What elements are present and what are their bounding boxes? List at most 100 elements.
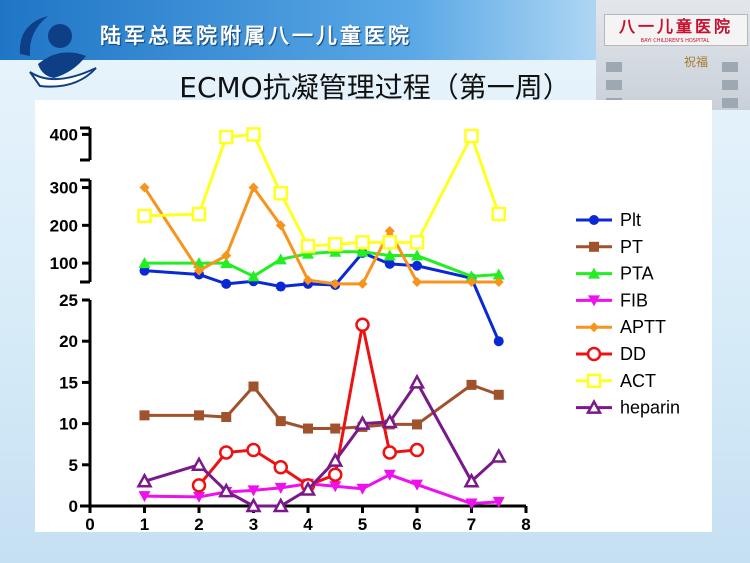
data-point-pt <box>194 410 204 421</box>
data-point-pta <box>411 249 423 261</box>
data-point-plt <box>275 281 286 292</box>
y-tick-label: 5 <box>69 456 78 475</box>
data-point-dd <box>246 442 261 458</box>
data-point-fib <box>193 491 205 503</box>
hospital-name: 陆军总医院附属八一儿童医院 <box>100 24 412 48</box>
data-point-pt <box>221 412 232 423</box>
data-point-pt <box>466 379 477 390</box>
data-point-fib <box>274 482 287 494</box>
data-point-aptt <box>412 277 422 287</box>
x-tick-label: 7 <box>467 515 476 532</box>
series-line-aptt <box>143 186 499 286</box>
data-point-act <box>191 206 207 222</box>
data-point-plt <box>384 258 395 269</box>
x-tick-label: 3 <box>249 515 258 532</box>
building-window <box>606 62 622 72</box>
building-calligraphy: 祝福 <box>683 55 708 69</box>
data-point-aptt <box>194 265 204 276</box>
data-point-aptt <box>275 220 286 231</box>
legend-marker-heparin <box>585 398 603 414</box>
x-tick-label: 4 <box>303 515 313 532</box>
data-point-fib <box>465 498 478 510</box>
data-point-fib <box>138 491 151 503</box>
data-point-fib <box>356 483 369 495</box>
data-point-pta <box>356 245 369 257</box>
x-tick-label: 1 <box>140 515 149 532</box>
data-point-aptt <box>493 277 504 287</box>
data-point-heparin <box>136 472 153 488</box>
x-tick-label: 8 <box>521 515 530 532</box>
building-window <box>722 62 738 72</box>
data-point-pta <box>383 249 396 261</box>
data-point-aptt <box>139 182 150 193</box>
data-point-fib <box>383 469 396 481</box>
hospital-logo <box>19 16 97 88</box>
legend-label-plt: Plt <box>620 210 641 230</box>
chart: 0 5 10 15 20 25 100 200 300 400 0 1 2 3 4 5 6 7 8 Plt PT PTA F… <box>50 125 680 534</box>
data-point-pt <box>248 381 259 392</box>
data-point-aptt <box>384 226 395 236</box>
building-sign-subtitle: BAYI CHILDREN'S HOSPITAL <box>640 38 710 44</box>
building-window <box>722 80 738 90</box>
data-point-dd <box>273 460 288 475</box>
data-point-plt <box>139 265 150 276</box>
building-window <box>606 80 622 90</box>
data-point-plt <box>221 278 232 289</box>
data-point-act <box>409 235 425 250</box>
data-point-pt <box>139 410 150 421</box>
data-point-fib <box>247 485 260 497</box>
x-tick-label: 5 <box>358 515 367 532</box>
series-line-heparin <box>144 380 500 508</box>
data-point-pt <box>330 423 341 434</box>
data-point-heparin <box>190 456 208 472</box>
data-point-dd <box>409 442 425 458</box>
data-point-fib <box>411 479 423 491</box>
data-point-heparin <box>218 482 235 498</box>
legend-marker-dd <box>586 346 602 362</box>
data-point-aptt <box>357 278 368 289</box>
legend-marker-fib <box>588 295 600 307</box>
data-point-heparin <box>327 452 344 467</box>
legend-marker-pt <box>589 241 599 252</box>
legend-label-dd: DD <box>620 344 646 364</box>
data-point-heparin <box>245 497 262 513</box>
x-tick-label: 6 <box>412 515 421 532</box>
legend-marker-act <box>586 373 602 389</box>
data-point-aptt <box>248 182 259 193</box>
data-point-pta <box>274 253 287 265</box>
data-point-pt <box>303 423 313 434</box>
slide-title: ECMO抗凝管理过程（第一周） <box>179 71 571 104</box>
y-tick-label: 400 <box>50 125 78 144</box>
data-point-act <box>328 236 343 252</box>
legend-marker-plt <box>589 215 599 225</box>
data-point-act <box>246 127 261 142</box>
legend-label-fib: FIB <box>620 290 648 310</box>
data-point-pt <box>412 419 422 430</box>
building-sign: 八一儿童医院 <box>604 14 748 46</box>
data-point-pta <box>220 257 233 269</box>
y-tick-label: 100 <box>50 254 78 273</box>
y-tick-label: 0 <box>69 497 78 516</box>
series-line-dd <box>197 323 418 487</box>
legend-label-aptt: APTT <box>620 317 666 337</box>
series-line-pt <box>144 383 500 431</box>
y-tick-label: 300 <box>50 179 78 198</box>
chart-panel: 0 5 10 15 20 25 100 200 300 400 0 1 2 3 4 5 6 7 8 Plt PT PTA F… <box>35 100 712 534</box>
y-tick-label: 200 <box>50 216 78 235</box>
data-point-aptt <box>330 278 341 289</box>
data-point-act <box>464 128 479 144</box>
y-tick-label: 10 <box>59 415 78 434</box>
building-photo: 八一儿童医院 BAYI CHILDREN'S HOSPITAL <box>596 0 750 110</box>
data-point-heparin <box>272 497 289 513</box>
data-point-pta <box>465 270 478 282</box>
data-point-fib <box>492 496 505 508</box>
legend-label-act: ACT <box>620 371 656 391</box>
data-point-dd <box>328 467 343 482</box>
legend-label-heparin: heparin <box>620 398 680 418</box>
data-point-plt <box>412 260 422 271</box>
data-point-heparin <box>408 373 426 389</box>
data-point-heparin <box>490 447 507 463</box>
x-tick-label: 0 <box>85 515 94 532</box>
data-point-act <box>382 235 397 250</box>
legend-label-pt: PT <box>620 237 643 257</box>
